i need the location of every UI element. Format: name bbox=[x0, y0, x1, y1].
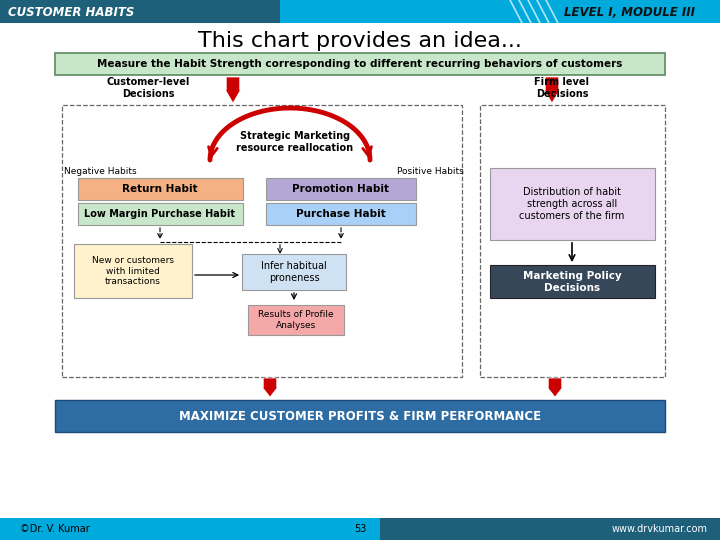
Text: 53: 53 bbox=[354, 524, 366, 534]
Text: Promotion Habit: Promotion Habit bbox=[292, 184, 390, 194]
Text: CUSTOMER HABITS: CUSTOMER HABITS bbox=[8, 5, 135, 18]
Text: This chart provides an idea...: This chart provides an idea... bbox=[198, 31, 522, 51]
FancyBboxPatch shape bbox=[55, 53, 665, 75]
Text: LEVEL I, MODULE III: LEVEL I, MODULE III bbox=[564, 5, 696, 18]
Text: Measure the Habit Strength corresponding to different recurring behaviors of cus: Measure the Habit Strength corresponding… bbox=[97, 59, 623, 69]
Text: Low Margin Purchase Habit: Low Margin Purchase Habit bbox=[84, 209, 235, 219]
Polygon shape bbox=[544, 77, 559, 103]
Text: Infer habitual
proneness: Infer habitual proneness bbox=[261, 261, 327, 283]
Polygon shape bbox=[225, 77, 240, 103]
FancyBboxPatch shape bbox=[78, 178, 243, 200]
Polygon shape bbox=[263, 378, 277, 397]
FancyBboxPatch shape bbox=[55, 400, 665, 432]
FancyBboxPatch shape bbox=[380, 518, 720, 540]
FancyBboxPatch shape bbox=[266, 203, 416, 225]
Text: Purchase Habit: Purchase Habit bbox=[296, 209, 386, 219]
Text: Distribution of habit
strength across all
customers of the firm: Distribution of habit strength across al… bbox=[519, 187, 625, 221]
Text: www.drvkumar.com: www.drvkumar.com bbox=[612, 524, 708, 534]
Text: ©Dr. V. Kumar: ©Dr. V. Kumar bbox=[20, 524, 90, 534]
FancyBboxPatch shape bbox=[78, 203, 243, 225]
FancyBboxPatch shape bbox=[490, 265, 655, 298]
FancyBboxPatch shape bbox=[0, 518, 380, 540]
FancyBboxPatch shape bbox=[280, 0, 720, 23]
FancyBboxPatch shape bbox=[266, 178, 416, 200]
Text: MAXIMIZE CUSTOMER PROFITS & FIRM PERFORMANCE: MAXIMIZE CUSTOMER PROFITS & FIRM PERFORM… bbox=[179, 409, 541, 422]
Text: Return Habit: Return Habit bbox=[122, 184, 198, 194]
FancyBboxPatch shape bbox=[490, 168, 655, 240]
Text: Strategic Marketing
resource reallocation: Strategic Marketing resource reallocatio… bbox=[236, 131, 354, 153]
Text: Marketing Policy
Decisions: Marketing Policy Decisions bbox=[523, 271, 621, 293]
Text: Results of Profile
Analyses: Results of Profile Analyses bbox=[258, 310, 334, 330]
FancyBboxPatch shape bbox=[242, 254, 346, 290]
Text: Positive Habits: Positive Habits bbox=[397, 167, 464, 177]
Text: Firm level
Decisions: Firm level Decisions bbox=[534, 77, 590, 99]
FancyBboxPatch shape bbox=[248, 305, 344, 335]
FancyBboxPatch shape bbox=[74, 244, 192, 298]
Text: New or customers
with limited
transactions: New or customers with limited transactio… bbox=[92, 256, 174, 286]
Text: Negative Habits: Negative Habits bbox=[63, 167, 136, 177]
Text: Customer-level
Decisions: Customer-level Decisions bbox=[107, 77, 189, 99]
FancyBboxPatch shape bbox=[0, 0, 280, 23]
Polygon shape bbox=[547, 378, 562, 397]
